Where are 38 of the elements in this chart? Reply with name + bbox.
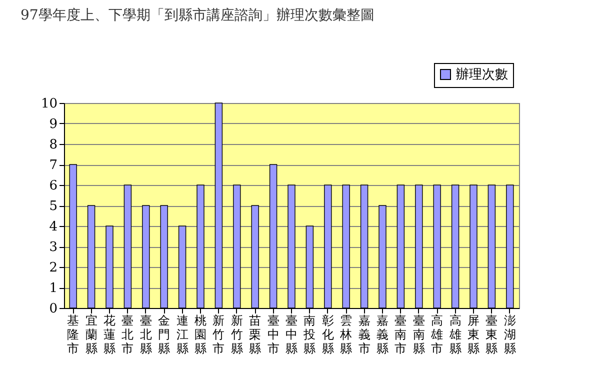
x-tick-label: 雲林縣	[339, 314, 352, 356]
x-tick-label: 臺北縣	[140, 314, 152, 356]
y-tick-label: 8	[49, 138, 58, 152]
y-tick-label: 10	[40, 96, 58, 112]
x-tick-label: 嘉義市	[358, 314, 370, 356]
x-tick-label: 金門縣	[158, 314, 170, 356]
y-tick-label: 5	[49, 199, 58, 214]
x-tick-label: 南投縣	[302, 314, 316, 356]
y-tick-label: 4	[49, 220, 58, 234]
x-tick-label: 臺中市	[267, 314, 280, 356]
x-tick-label: 臺南市	[394, 314, 407, 356]
x-tick-label: 宜蘭縣	[85, 314, 98, 356]
x-tick-label: 高雄縣	[448, 314, 462, 356]
x-tick-label: 澎湖縣	[504, 314, 516, 356]
legend-label: 辦理次數	[456, 68, 508, 82]
y-tick-label: 1	[49, 281, 58, 296]
y-tick-label: 2	[49, 260, 58, 276]
y-tick-label: 0	[49, 302, 58, 316]
x-tick-label: 屏東縣	[468, 314, 480, 356]
x-tick-label: 基隆市	[67, 314, 80, 356]
x-tick-label: 苗栗縣	[249, 314, 262, 356]
x-tick-label: 高雄市	[430, 314, 444, 356]
x-tick-label: 桃園縣	[194, 314, 206, 356]
y-tick-label: 9	[49, 117, 58, 132]
x-tick-label: 新竹市	[212, 314, 225, 356]
x-tick-label: 彰化縣	[322, 314, 334, 356]
x-tick-label: 臺東縣	[486, 314, 498, 356]
x-tick-label: 花蓮縣	[104, 314, 116, 356]
x-tick-label: 臺北市	[122, 314, 134, 356]
x-tick-label: 嘉義縣	[376, 314, 388, 356]
x-tick-label: 連江縣	[176, 314, 188, 356]
y-tick-label: 7	[49, 158, 58, 173]
x-tick-label: 新竹縣	[230, 314, 243, 356]
y-tick-label: 6	[49, 178, 58, 194]
y-tick-label: 3	[49, 240, 58, 255]
x-tick-label: 臺南縣	[412, 314, 425, 356]
chart-title: 97學年度上、下學期「到縣市講座諮詢」辦理次數彙整圖	[20, 8, 374, 24]
x-tick-label: 臺中縣	[286, 314, 298, 356]
